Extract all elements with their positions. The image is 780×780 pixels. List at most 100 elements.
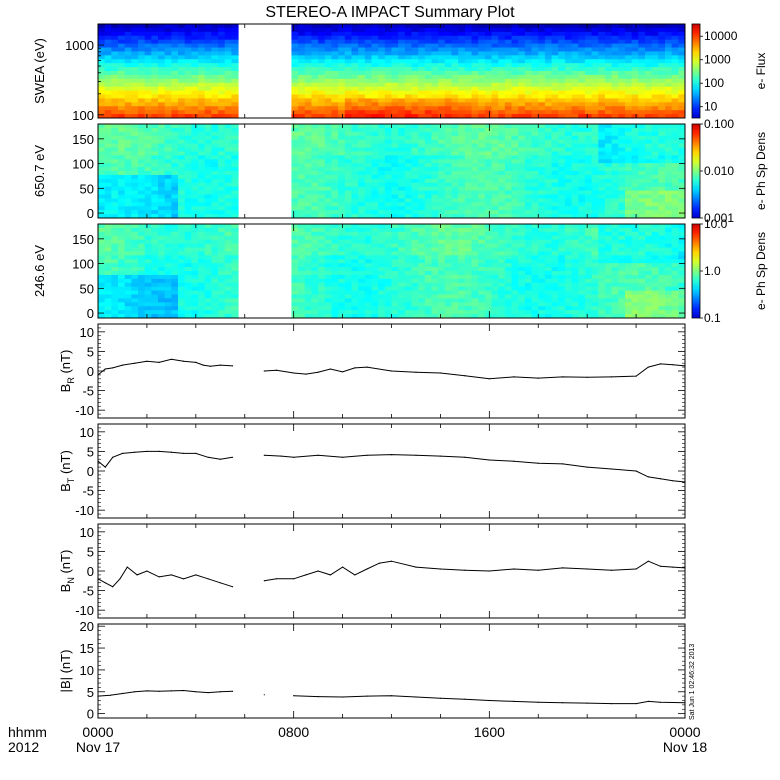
heatmap-cell bbox=[291, 110, 299, 115]
heatmap-cell bbox=[311, 251, 319, 256]
heatmap-cell bbox=[438, 90, 446, 95]
heatmap-cell bbox=[631, 110, 639, 115]
heatmap-cell bbox=[551, 59, 559, 64]
heatmap-cell bbox=[218, 159, 226, 164]
heatmap-cell bbox=[611, 190, 619, 195]
heatmap-cell bbox=[378, 206, 386, 211]
heatmap-cell bbox=[178, 51, 186, 56]
heatmap-cell bbox=[564, 98, 573, 103]
heatmap-cell bbox=[584, 47, 593, 52]
heatmap-cell bbox=[438, 239, 446, 245]
heatmap-cell bbox=[98, 94, 106, 99]
heatmap-cell bbox=[624, 124, 633, 129]
heatmap-cell bbox=[344, 78, 352, 84]
heatmap-cell bbox=[124, 63, 132, 68]
heatmap-cell bbox=[544, 27, 553, 33]
heatmap-cell bbox=[111, 63, 119, 68]
heatmap-cell bbox=[164, 239, 172, 245]
heatmap-cell bbox=[404, 155, 413, 160]
heatmap-cell bbox=[404, 147, 413, 152]
heatmap-cell bbox=[431, 214, 439, 219]
heatmap-cell bbox=[324, 110, 332, 115]
heatmap-cell bbox=[644, 190, 653, 195]
heatmap-cell bbox=[678, 174, 686, 180]
heatmap-cell bbox=[204, 155, 212, 160]
heatmap-cell bbox=[424, 174, 433, 180]
heatmap-cell bbox=[651, 51, 659, 56]
heatmap-cell bbox=[318, 167, 326, 172]
heatmap-cell bbox=[498, 214, 506, 219]
heatmap-cell bbox=[498, 94, 506, 99]
heatmap-cell bbox=[151, 186, 159, 192]
heatmap-cell bbox=[391, 298, 399, 303]
heatmap-cell bbox=[231, 259, 239, 264]
heatmap-cell bbox=[344, 167, 352, 172]
heatmap-cell bbox=[484, 51, 493, 56]
heatmap-cell bbox=[678, 159, 686, 164]
heatmap-cell bbox=[391, 259, 399, 264]
heatmap-cell bbox=[538, 110, 546, 115]
heatmap-cell bbox=[524, 82, 533, 88]
heatmap-cell bbox=[324, 259, 332, 264]
heatmap-cell bbox=[104, 67, 112, 72]
heatmap-cell bbox=[98, 267, 106, 272]
heatmap-cell bbox=[364, 71, 372, 76]
heatmap-cell bbox=[338, 259, 346, 264]
heatmap-cell bbox=[591, 74, 599, 80]
heatmap-cell bbox=[398, 71, 406, 76]
heatmap-cell bbox=[351, 47, 359, 52]
heatmap-cell bbox=[478, 43, 486, 48]
heatmap-cell bbox=[424, 143, 433, 148]
heatmap-cell bbox=[644, 67, 653, 72]
heatmap-cell bbox=[391, 151, 399, 156]
heatmap-cell bbox=[438, 27, 446, 33]
heatmap-cell bbox=[331, 294, 339, 299]
heatmap-cell bbox=[651, 110, 659, 115]
heatmap-cell bbox=[338, 31, 346, 37]
heatmap-cell bbox=[364, 210, 372, 215]
heatmap-cell bbox=[584, 55, 593, 60]
heatmap-cell bbox=[124, 47, 132, 52]
heatmap-cell bbox=[151, 294, 159, 299]
heatmap-cell bbox=[678, 114, 686, 119]
heatmap-cell bbox=[171, 67, 179, 72]
heatmap-cell bbox=[424, 314, 433, 319]
heatmap-cell bbox=[364, 155, 372, 160]
heatmap-cell bbox=[604, 78, 613, 84]
heatmap-cell bbox=[431, 298, 439, 303]
heatmap-cell bbox=[531, 202, 539, 207]
heatmap-cell bbox=[98, 155, 106, 160]
heatmap-cell bbox=[151, 139, 159, 145]
heatmap-cell bbox=[211, 47, 219, 52]
heatmap-cell bbox=[104, 198, 112, 203]
heatmap-cell bbox=[218, 135, 226, 141]
heatmap-cell bbox=[638, 178, 646, 184]
heatmap-cell bbox=[151, 31, 159, 37]
heatmap-cell bbox=[438, 224, 446, 229]
heatmap-cell bbox=[178, 47, 186, 52]
heatmap-cell bbox=[338, 247, 346, 252]
heatmap-cell bbox=[518, 155, 526, 160]
heatmap-cell bbox=[324, 151, 332, 156]
heatmap-cell bbox=[498, 82, 506, 88]
heatmap-cell bbox=[664, 67, 673, 72]
heatmap-cell bbox=[358, 110, 366, 115]
heatmap-cell bbox=[578, 31, 586, 37]
heatmap-cell bbox=[298, 131, 306, 137]
heatmap-cell bbox=[124, 51, 132, 56]
heatmap-cell bbox=[384, 171, 392, 176]
heatmap-cell bbox=[298, 106, 306, 111]
heatmap-cell bbox=[391, 198, 399, 203]
heatmap-cell bbox=[618, 47, 626, 52]
heatmap-cell bbox=[404, 139, 413, 145]
heatmap-cell bbox=[344, 210, 352, 215]
heatmap-cell bbox=[351, 135, 359, 141]
heatmap-cell bbox=[144, 171, 152, 176]
heatmap-cell bbox=[218, 259, 226, 264]
heatmap-cell bbox=[584, 190, 593, 195]
heatmap-cell bbox=[611, 214, 619, 219]
heatmap-cell bbox=[191, 282, 199, 288]
heatmap-cell bbox=[424, 131, 433, 137]
heatmap-cell bbox=[391, 278, 399, 284]
heatmap-cell bbox=[518, 202, 526, 207]
